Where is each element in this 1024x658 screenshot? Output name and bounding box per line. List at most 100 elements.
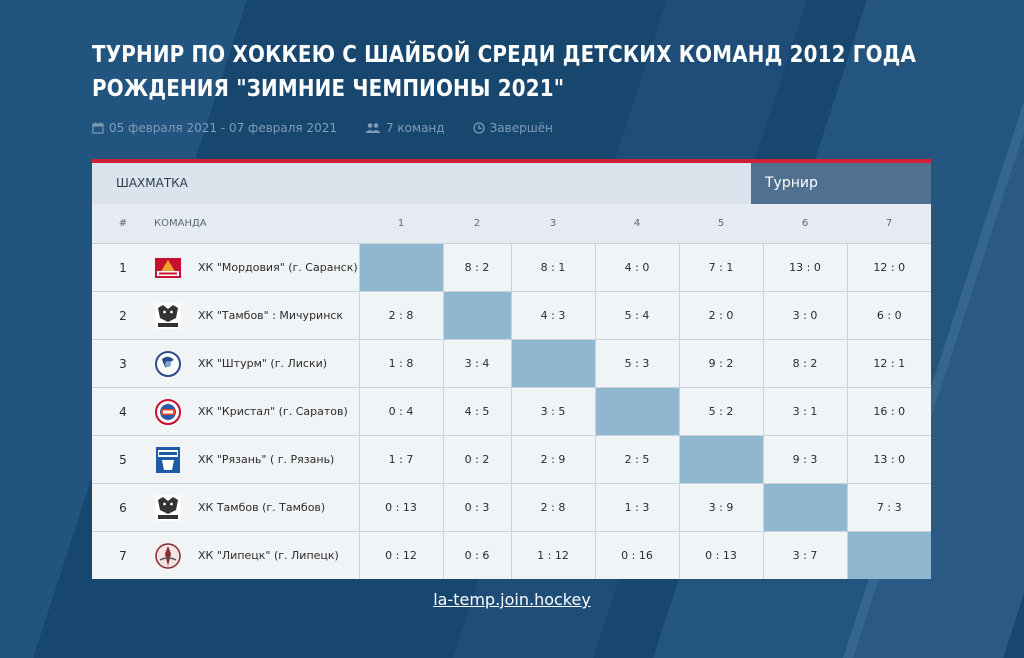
team-cell[interactable]: ХК "Кристал" (г. Саратов)	[154, 387, 359, 436]
score-cell[interactable]: 3 : 5	[510, 387, 595, 436]
diagonal-cell	[762, 483, 847, 532]
score-cell[interactable]: 4 : 5	[442, 387, 511, 436]
score-cell[interactable]: 3 : 4	[442, 339, 511, 388]
team-name[interactable]: ХК "Липецк" (г. Липецк)	[198, 549, 339, 562]
team-cell[interactable]: ХК "Мордовия" (г. Саранск)	[154, 243, 359, 292]
mordovia-logo	[154, 254, 182, 282]
score-cell[interactable]: 2 : 5	[594, 435, 679, 484]
ryazan-logo	[154, 446, 182, 474]
tournament-meta: 05 февраля 2021 - 07 февраля 2021 7 кома…	[92, 121, 553, 135]
standings-table: # КОМАНДА 1 2 3 4 5 6 7 1 ХК "Мордовия" (…	[92, 204, 931, 579]
score-cell[interactable]: 0 : 4	[358, 387, 443, 436]
tambov-logo	[154, 302, 182, 330]
diagonal-cell	[678, 435, 763, 484]
team-name[interactable]: ХК "Мордовия" (г. Саранск)	[198, 261, 358, 274]
team-name[interactable]: ХК "Кристал" (г. Саратов)	[198, 405, 348, 418]
score-cell[interactable]: 4 : 3	[510, 291, 595, 340]
clock-icon	[472, 122, 485, 134]
score-cell[interactable]: 8 : 2	[762, 339, 847, 388]
calendar-icon	[92, 122, 104, 134]
header-col: 5	[679, 204, 763, 244]
row-number: 2	[92, 291, 154, 340]
score-cell[interactable]: 2 : 9	[510, 435, 595, 484]
score-cell[interactable]: 1 : 8	[358, 339, 443, 388]
header-col: 1	[359, 204, 443, 244]
tab-chess-table[interactable]: ШАХМАТКА	[116, 176, 188, 190]
score-cell[interactable]: 2 : 0	[678, 291, 763, 340]
score-cell[interactable]: 12 : 0	[846, 243, 931, 292]
dates-text: 05 февраля 2021 - 07 февраля 2021	[109, 121, 337, 135]
teams-count-text: 7 команд	[385, 121, 445, 135]
score-cell[interactable]: 13 : 0	[846, 435, 931, 484]
team-cell[interactable]: ХК "Липецк" (г. Липецк)	[154, 531, 359, 579]
score-cell[interactable]: 2 : 8	[358, 291, 443, 340]
footer-site-link[interactable]: la-temp.join.hockey	[433, 590, 591, 609]
score-cell[interactable]: 13 : 0	[762, 243, 847, 292]
users-icon	[365, 122, 381, 134]
kristall-logo	[154, 398, 182, 426]
score-cell[interactable]: 0 : 3	[442, 483, 511, 532]
diagonal-cell	[846, 531, 931, 579]
score-cell[interactable]: 4 : 0	[594, 243, 679, 292]
team-name[interactable]: ХК Тамбов (г. Тамбов)	[198, 501, 326, 514]
team-cell[interactable]: ХК "Штурм" (г. Лиски)	[154, 339, 359, 388]
tab-tournament[interactable]: Турнир	[751, 163, 931, 204]
score-cell[interactable]: 3 : 7	[762, 531, 847, 579]
team-cell[interactable]: ХК "Рязань" ( г. Рязань)	[154, 435, 359, 484]
score-cell[interactable]: 5 : 2	[678, 387, 763, 436]
score-cell[interactable]: 2 : 8	[510, 483, 595, 532]
score-cell[interactable]: 0 : 6	[442, 531, 511, 579]
score-cell[interactable]: 0 : 12	[358, 531, 443, 579]
score-cell[interactable]: 9 : 2	[678, 339, 763, 388]
row-number: 7	[92, 531, 154, 579]
score-cell[interactable]: 5 : 3	[594, 339, 679, 388]
dates-info: 05 февраля 2021 - 07 февраля 2021	[92, 121, 337, 135]
score-cell[interactable]: 12 : 1	[846, 339, 931, 388]
score-cell[interactable]: 16 : 0	[846, 387, 931, 436]
score-cell[interactable]: 3 : 0	[762, 291, 847, 340]
score-cell[interactable]: 1 : 7	[358, 435, 443, 484]
header-num: #	[92, 204, 154, 244]
score-cell[interactable]: 6 : 0	[846, 291, 931, 340]
score-cell[interactable]: 8 : 1	[510, 243, 595, 292]
score-cell[interactable]: 8 : 2	[442, 243, 511, 292]
score-cell[interactable]: 0 : 2	[442, 435, 511, 484]
team-cell[interactable]: ХК Тамбов (г. Тамбов)	[154, 483, 359, 532]
page-title: ТУРНИР ПО ХОККЕЮ С ШАЙБОЙ СРЕДИ ДЕТСКИХ …	[92, 42, 917, 102]
header-team: КОМАНДА	[154, 204, 359, 244]
score-cell[interactable]: 7 : 1	[678, 243, 763, 292]
team-cell[interactable]: ХК "Тамбов" : Мичуринск	[154, 291, 359, 340]
status-text: Завершён	[489, 121, 553, 135]
row-number: 4	[92, 387, 154, 436]
score-cell[interactable]: 3 : 1	[762, 387, 847, 436]
score-cell[interactable]: 5 : 4	[594, 291, 679, 340]
header-col: 6	[763, 204, 847, 244]
diagonal-cell	[358, 243, 443, 292]
shturm-logo	[154, 350, 182, 378]
header-col: 4	[595, 204, 679, 244]
row-number: 1	[92, 243, 154, 292]
row-number: 6	[92, 483, 154, 532]
score-cell[interactable]: 1 : 12	[510, 531, 595, 579]
row-number: 3	[92, 339, 154, 388]
teams-info: 7 команд	[365, 121, 445, 135]
panel-header: ШАХМАТКА Турнир	[92, 163, 931, 204]
team-name[interactable]: ХК "Рязань" ( г. Рязань)	[198, 453, 335, 466]
score-cell[interactable]: 3 : 9	[678, 483, 763, 532]
team-name[interactable]: ХК "Штурм" (г. Лиски)	[198, 357, 328, 370]
score-cell[interactable]: 9 : 3	[762, 435, 847, 484]
score-cell[interactable]: 7 : 3	[846, 483, 931, 532]
score-cell[interactable]: 1 : 3	[594, 483, 679, 532]
diagonal-cell	[594, 387, 679, 436]
header-col: 7	[847, 204, 931, 244]
score-cell[interactable]: 0 : 16	[594, 531, 679, 579]
score-cell[interactable]: 0 : 13	[678, 531, 763, 579]
score-cell[interactable]: 0 : 13	[358, 483, 443, 532]
team-name[interactable]: ХК "Тамбов" : Мичуринск	[198, 309, 344, 322]
